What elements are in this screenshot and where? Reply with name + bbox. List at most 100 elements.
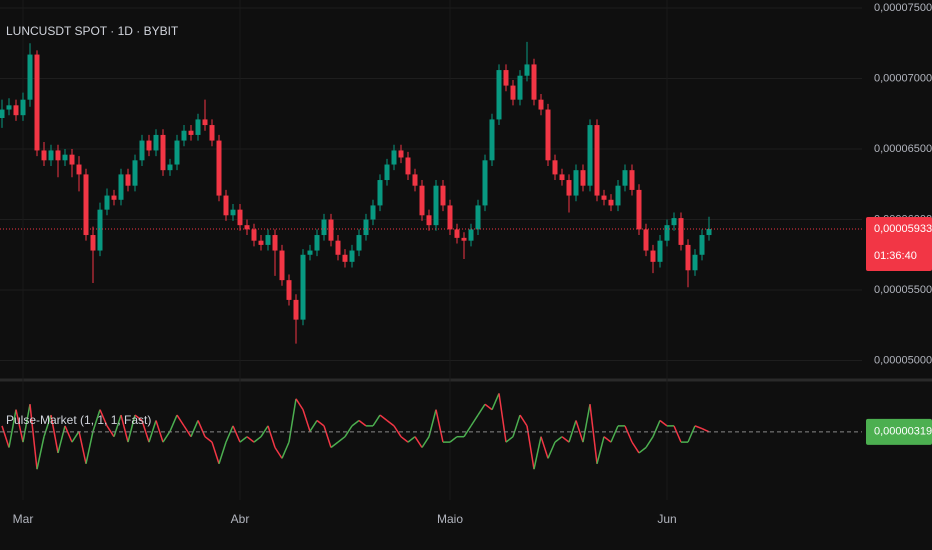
- indicator-segment: [239, 436, 248, 443]
- candle-body: [34, 54, 40, 151]
- indicator-segment: [505, 436, 514, 443]
- candle-body: [216, 140, 222, 196]
- indicator-segment: [358, 419, 367, 427]
- indicator-segment: [148, 420, 157, 443]
- candle-body: [104, 195, 110, 210]
- candle-body: [517, 75, 523, 100]
- candle-body: [13, 105, 19, 116]
- candle-body: [55, 150, 61, 161]
- indicator-segment: [323, 425, 332, 448]
- candle-body: [636, 189, 642, 230]
- candle-body: [328, 219, 334, 241]
- candle-body: [307, 250, 313, 255]
- candle-body: [48, 150, 54, 161]
- indicator-segment: [477, 403, 486, 416]
- indicator-segment: [29, 404, 38, 470]
- candle-body: [244, 225, 250, 230]
- indicator-segment: [281, 441, 290, 459]
- indicator-segment: [463, 425, 472, 438]
- indicator-segment: [638, 446, 647, 454]
- candle-body: [76, 164, 82, 175]
- candle-body: [405, 157, 411, 175]
- candle-body: [664, 225, 670, 241]
- indicator-segment: [43, 414, 52, 437]
- candle-body: [650, 250, 656, 262]
- indicator-segment: [309, 420, 318, 432]
- candle-body: [692, 254, 698, 271]
- candle-body: [230, 209, 236, 216]
- candle-body: [83, 174, 89, 236]
- candle-body: [461, 237, 467, 241]
- last-value-box: [866, 418, 932, 445]
- candle-body: [174, 140, 180, 165]
- indicator-segment: [421, 436, 430, 448]
- candle-body: [293, 299, 299, 320]
- candle-body: [188, 130, 194, 135]
- indicator-segment: [554, 436, 563, 443]
- candle-body: [482, 160, 488, 206]
- candle-body: [566, 180, 572, 196]
- indicator-segment: [575, 420, 584, 443]
- indicator-segment: [22, 404, 31, 443]
- candle-body: [384, 164, 390, 181]
- candle-body: [90, 235, 96, 251]
- indicator-segment: [1, 425, 10, 448]
- candle-body: [132, 160, 138, 186]
- candle-body: [391, 150, 397, 165]
- candle-body: [489, 119, 495, 161]
- indicator-segment: [414, 436, 423, 448]
- y-tick-label: 0,00005000: [874, 354, 932, 366]
- indicator-segment: [176, 414, 185, 427]
- indicator-segment: [155, 420, 164, 443]
- indicator-segment: [589, 404, 598, 464]
- candle-body: [377, 180, 383, 206]
- indicator-segment: [512, 414, 521, 437]
- indicator-segment: [15, 409, 24, 443]
- indicator-segment: [673, 425, 682, 443]
- x-tick-label: Mar: [13, 512, 34, 526]
- indicator-segment: [183, 425, 192, 438]
- candle-body: [314, 235, 320, 251]
- last-price-box: [866, 216, 932, 271]
- indicator-segment: [393, 425, 402, 438]
- candle-body: [601, 195, 607, 200]
- indicator-segment: [71, 430, 80, 443]
- candle-body: [398, 150, 404, 158]
- indicator-segment: [631, 441, 640, 454]
- indicator-segment: [526, 425, 535, 470]
- indicator-segment: [162, 430, 171, 443]
- candle-body: [587, 125, 593, 186]
- y-tick-label: 0,00007500: [874, 2, 932, 14]
- indicator-segment: [407, 436, 416, 443]
- indicator-segment: [701, 427, 710, 433]
- indicator-segment: [519, 414, 528, 427]
- indicator-title: Pulse-Market (1, 1, 1, Fast): [6, 413, 151, 427]
- candle-body: [545, 109, 551, 161]
- indicator-segment: [197, 420, 206, 438]
- candle-body: [622, 170, 628, 186]
- candle-body: [62, 154, 68, 161]
- indicator-segment: [232, 425, 241, 443]
- candle-body: [671, 218, 677, 226]
- indicator-segment: [316, 419, 325, 427]
- candle-body: [27, 54, 33, 100]
- candle-body: [510, 85, 516, 100]
- indicator-segment: [295, 398, 304, 411]
- indicator-segment: [491, 393, 500, 410]
- indicator-segment: [561, 436, 570, 443]
- indicator-segment: [337, 436, 346, 443]
- candle-body: [237, 209, 243, 226]
- candle-body: [447, 205, 453, 230]
- indicator-segment: [372, 414, 381, 427]
- indicator-segment: [64, 425, 73, 443]
- indicator-segment: [652, 420, 661, 438]
- candle-body: [111, 195, 117, 200]
- indicator-segment: [694, 425, 703, 430]
- candle-body: [6, 105, 12, 110]
- candle-body: [209, 125, 215, 141]
- x-tick-label: Abr: [231, 512, 250, 526]
- indicator-segment: [302, 409, 311, 432]
- candle-body: [160, 134, 166, 171]
- candle-body: [342, 254, 348, 262]
- indicator-segment: [106, 425, 115, 438]
